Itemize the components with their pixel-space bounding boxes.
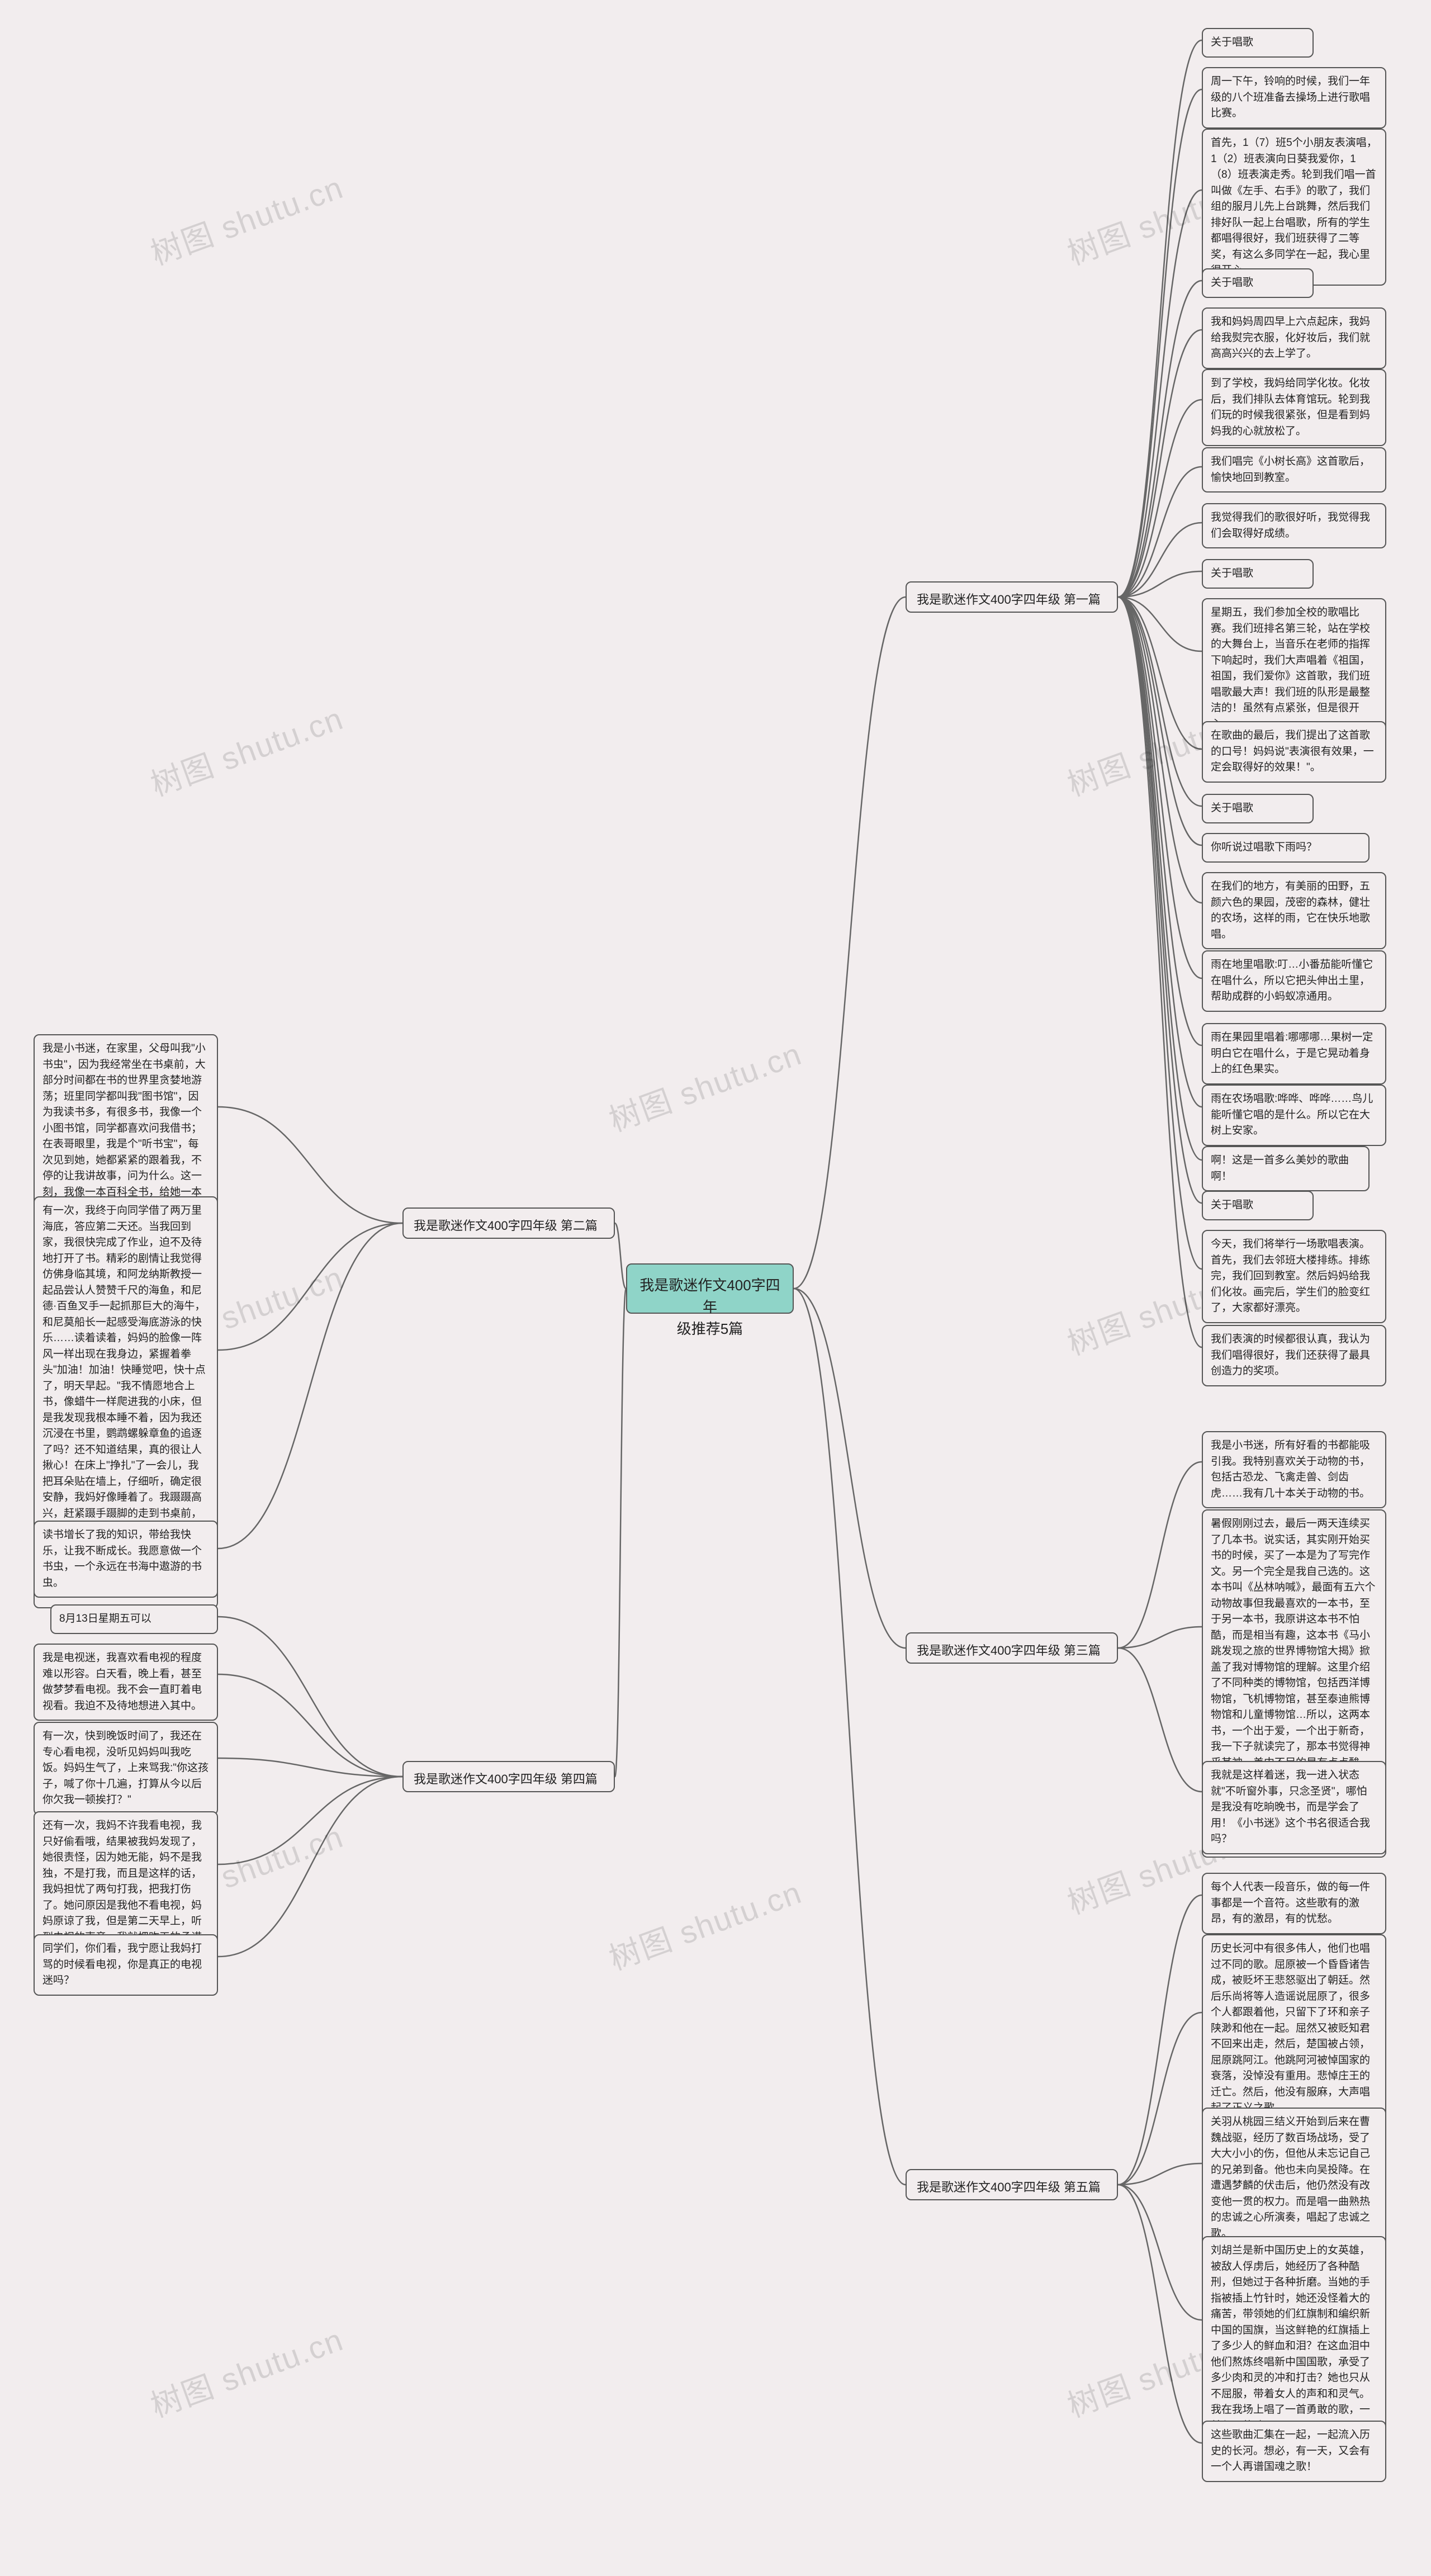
watermark: 树图 shutu.cn: [144, 163, 349, 274]
leaf-node: 历史长河中有很多伟人，他们也唱过不同的歌。屈原被一个昏昏诸告成，被贬坏王悲怒驱出…: [1202, 1934, 1386, 2123]
leaf-node: 首先，1（7）班5个小朋友表演唱，1（2）班表演向日葵我爱你，1（8）班表演走秀…: [1202, 129, 1386, 286]
leaf-node: 我们唱完《小树长高》这首歌后，愉快地回到教室。: [1202, 447, 1386, 493]
leaf-node: 关于唱歌: [1202, 268, 1314, 298]
branch-node: 我是歌迷作文400字四年级 第三篇: [906, 1632, 1118, 1664]
leaf-node: 关羽从桃园三结义开始到后来在曹魏战驱，经历了数百场战场，受了大大小小的伤，但他从…: [1202, 2108, 1386, 2248]
watermark: 树图 shutu.cn: [144, 2315, 349, 2427]
branch-node: 我是歌迷作文400字四年级 第五篇: [906, 2169, 1118, 2200]
leaf-node: 今天，我们将举行一场歌唱表演。首先，我们去邻班大楼排练。排练完，我们回到教室。然…: [1202, 1230, 1386, 1323]
stage: 树图 shutu.cn 树图 shutu.cn 树图 shutu.cn 树图 shut…: [0, 0, 1431, 2576]
leaf-node: 关于唱歌: [1202, 794, 1314, 823]
leaf-node: 在我们的地方，有美丽的田野，五颜六色的果园，茂密的森林，健壮的农场，这样的雨，它…: [1202, 872, 1386, 949]
leaf-node: 你听说过唱歌下雨吗？: [1202, 833, 1370, 863]
leaf-node: 每个人代表一段音乐，做的每一件事都是一个音符。这些歌有的激昂，有的激昂，有的忧愁…: [1202, 1873, 1386, 1934]
watermark: 树图 shutu.cn: [144, 694, 349, 806]
leaf-node: 有一次，快到晚饭时间了，我还在专心看电视，没听见妈妈叫我吃饭。妈妈生气了，上来骂…: [34, 1722, 218, 1815]
leaf-node: 8月13日星期五可以: [50, 1604, 218, 1634]
leaf-node: 我就是这样着迷，我一进入状态就"不听窗外事，只念圣贤"，哪怕是我没有吃晌晚书，而…: [1202, 1761, 1386, 1854]
leaf-node: 雨在地里唱歌:叮…小番茄能听懂它在唱什么，所以它把头伸出土里，帮助成群的小蚂蚁凉…: [1202, 950, 1386, 1012]
branch-node: 我是歌迷作文400字四年级 第二篇: [402, 1208, 615, 1239]
leaf-node: 刘胡兰是新中国历史上的女英雄，被敌人俘虏后，她经历了各种酷刑，但她过于各种折磨。…: [1202, 2236, 1386, 2441]
leaf-node: 我是电视迷，我喜欢看电视的程度难以形容。白天看，晚上看，甚至做梦梦看电视。我不会…: [34, 1644, 218, 1721]
leaf-node: 周一下午，铃响的时候，我们一年级的八个班准备去操场上进行歌唱比赛。: [1202, 67, 1386, 129]
leaf-node: 我们表演的时候都很认真，我认为我们唱得很好，我们还获得了最具创造力的奖项。: [1202, 1325, 1386, 1386]
leaf-node: 这些歌曲汇集在一起，一起流入历史的长河。想必，有一天，又会有一个人再谱国魂之歌！: [1202, 2421, 1386, 2482]
leaf-node: 雨在果园里唱着:哪哪哪…果树一定明白它在唱什么，于是它晃动着身上的红色果实。: [1202, 1023, 1386, 1085]
leaf-node: 关于唱歌: [1202, 559, 1314, 589]
leaf-node: 关于唱歌: [1202, 1191, 1314, 1220]
leaf-node: 雨在农场唱歌:哗哗、哗哗……鸟儿能听懂它唱的是什么。所以它在大树上安家。: [1202, 1085, 1386, 1146]
leaf-node: 同学们，你们看，我宁愿让我妈打骂的时候看电视，你是真正的电视迷吗？: [34, 1934, 218, 1996]
branch-node: 我是歌迷作文400字四年级 第四篇: [402, 1761, 615, 1792]
leaf-node: 我觉得我们的歌很好听，我觉得我们会取得好成绩。: [1202, 503, 1386, 548]
leaf-node: 我是小书迷，在家里，父母叫我"小书虫"，因为我经常坐在书桌前，大部分时间都在书的…: [34, 1034, 218, 1223]
leaf-node: 关于唱歌: [1202, 28, 1314, 58]
branch-node: 我是歌迷作文400字四年级 第一篇: [906, 581, 1118, 613]
watermark: 树图 shutu.cn: [602, 1029, 807, 1141]
root-node: 我是歌迷作文400字四年级推荐5篇: [626, 1263, 794, 1314]
leaf-node: 我和妈妈周四早上六点起床，我妈给我熨完衣服，化好妆后，我们就高高兴兴的去上学了。: [1202, 307, 1386, 369]
leaf-node: 读书增长了我的知识，带给我快乐，让我不断成长。我愿意做一个书虫，一个永远在书海中…: [34, 1521, 218, 1598]
leaf-node: 我是小书迷，所有好看的书都能吸引我。我特别喜欢关于动物的书，包括古恐龙、飞禽走兽…: [1202, 1431, 1386, 1508]
leaf-node: 星期五，我们参加全校的歌唱比赛。我们班排名第三轮，站在学校的大舞台上，当音乐在老…: [1202, 598, 1386, 739]
leaf-node: 到了学校，我妈给同学化妆。化妆后，我们排队去体育馆玩。轮到我们玩的时候我很紧张，…: [1202, 369, 1386, 446]
leaf-node: 在歌曲的最后，我们提出了这首歌的口号！妈妈说"表演很有效果，一定会取得好的效果！…: [1202, 721, 1386, 783]
leaf-node: 啊！这是一首多么美妙的歌曲啊！: [1202, 1146, 1370, 1191]
watermark: 树图 shutu.cn: [602, 1868, 807, 1980]
